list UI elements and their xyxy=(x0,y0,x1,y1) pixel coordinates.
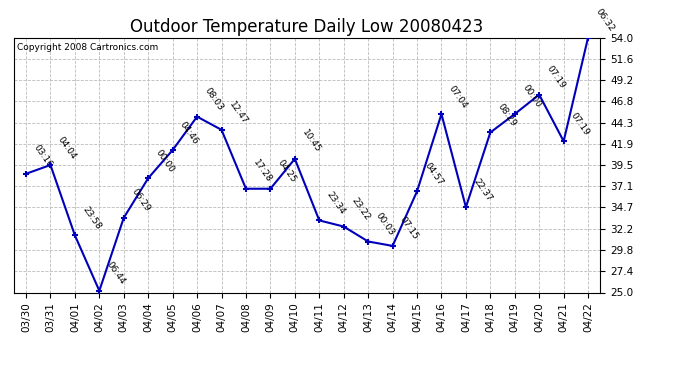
Text: 23:58: 23:58 xyxy=(81,205,103,231)
Text: 07:15: 07:15 xyxy=(398,215,420,242)
Text: 04:25: 04:25 xyxy=(276,158,298,184)
Text: 08:03: 08:03 xyxy=(203,86,225,112)
Text: 06:32: 06:32 xyxy=(593,7,615,33)
Text: 23:22: 23:22 xyxy=(349,196,371,222)
Text: 17:28: 17:28 xyxy=(252,158,274,184)
Text: 07:19: 07:19 xyxy=(545,64,567,90)
Text: 10:45: 10:45 xyxy=(300,128,322,154)
Title: Outdoor Temperature Daily Low 20080423: Outdoor Temperature Daily Low 20080423 xyxy=(130,18,484,36)
Text: 00:00: 00:00 xyxy=(520,84,542,110)
Text: 22:37: 22:37 xyxy=(471,177,493,203)
Text: 07:04: 07:04 xyxy=(447,84,469,110)
Text: 12:47: 12:47 xyxy=(227,99,249,126)
Text: 03:16: 03:16 xyxy=(32,143,54,170)
Text: 23:34: 23:34 xyxy=(325,190,347,216)
Text: 04:04: 04:04 xyxy=(56,135,78,161)
Text: 06:29: 06:29 xyxy=(129,188,152,214)
Text: 08:29: 08:29 xyxy=(496,102,518,128)
Text: 00:03: 00:03 xyxy=(374,211,396,237)
Text: 07:19: 07:19 xyxy=(569,111,591,137)
Text: 06:44: 06:44 xyxy=(105,260,127,286)
Text: 04:57: 04:57 xyxy=(422,161,445,187)
Text: 04:46: 04:46 xyxy=(178,120,200,146)
Text: Copyright 2008 Cartronics.com: Copyright 2008 Cartronics.com xyxy=(17,43,158,52)
Text: 00:00: 00:00 xyxy=(154,148,176,174)
